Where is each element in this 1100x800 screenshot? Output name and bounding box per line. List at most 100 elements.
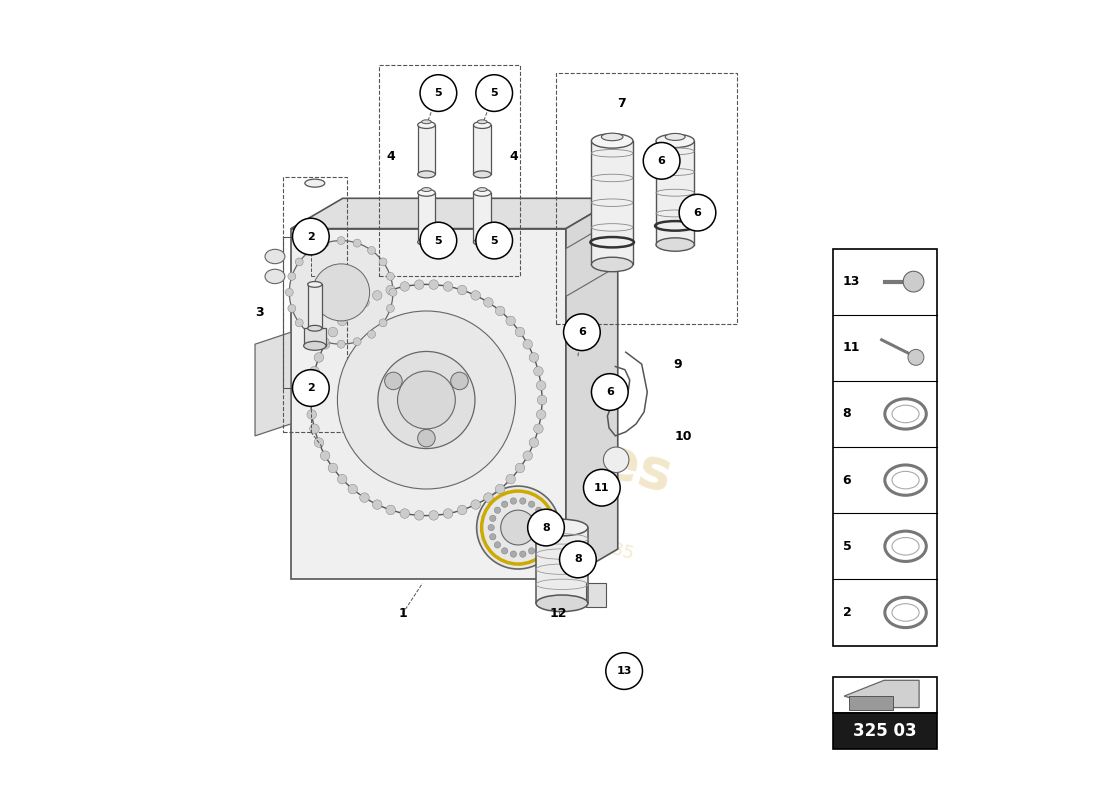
Ellipse shape: [418, 171, 436, 178]
Bar: [536, 527, 587, 603]
Bar: [304, 328, 326, 346]
Circle shape: [400, 282, 409, 291]
Circle shape: [373, 290, 382, 300]
Text: 13: 13: [843, 275, 860, 288]
Circle shape: [418, 430, 436, 447]
Polygon shape: [844, 680, 920, 707]
Circle shape: [337, 340, 345, 348]
Text: 10: 10: [674, 430, 692, 443]
Polygon shape: [565, 218, 618, 296]
Text: 2: 2: [307, 231, 315, 242]
Ellipse shape: [536, 519, 587, 536]
Circle shape: [312, 264, 370, 321]
Circle shape: [592, 374, 628, 410]
Circle shape: [537, 381, 546, 390]
Ellipse shape: [592, 258, 632, 272]
Circle shape: [522, 339, 532, 349]
Bar: [849, 696, 893, 710]
Circle shape: [386, 305, 395, 312]
Circle shape: [522, 451, 532, 461]
Circle shape: [534, 366, 543, 376]
Circle shape: [908, 350, 924, 366]
Circle shape: [400, 509, 409, 518]
Circle shape: [484, 493, 493, 502]
Ellipse shape: [304, 342, 326, 350]
Circle shape: [367, 246, 375, 254]
Circle shape: [536, 542, 542, 548]
Ellipse shape: [536, 595, 587, 611]
Text: 12: 12: [550, 607, 568, 620]
Bar: [833, 249, 937, 646]
Text: 13: 13: [616, 666, 631, 676]
Ellipse shape: [305, 179, 324, 187]
Polygon shape: [565, 198, 618, 579]
Bar: [592, 141, 632, 265]
Circle shape: [389, 288, 397, 296]
Circle shape: [386, 505, 396, 514]
Ellipse shape: [418, 238, 436, 246]
Circle shape: [321, 338, 329, 346]
Circle shape: [307, 330, 315, 338]
Circle shape: [471, 500, 481, 510]
Ellipse shape: [477, 188, 487, 191]
Circle shape: [328, 463, 338, 473]
Circle shape: [484, 298, 493, 307]
Circle shape: [495, 484, 505, 494]
Ellipse shape: [473, 190, 491, 196]
Text: 6: 6: [843, 474, 851, 486]
Ellipse shape: [421, 120, 431, 124]
Circle shape: [429, 280, 439, 290]
Circle shape: [338, 311, 516, 489]
Bar: [557, 73, 737, 324]
Circle shape: [295, 319, 304, 327]
Ellipse shape: [473, 238, 491, 246]
Circle shape: [490, 515, 496, 522]
Text: 6: 6: [606, 387, 614, 397]
Circle shape: [328, 327, 338, 337]
Circle shape: [502, 548, 508, 554]
Circle shape: [604, 447, 629, 473]
Circle shape: [644, 142, 680, 179]
Ellipse shape: [473, 171, 491, 178]
Circle shape: [515, 463, 525, 473]
Circle shape: [540, 515, 547, 522]
Circle shape: [529, 438, 539, 447]
Text: 2: 2: [843, 606, 851, 619]
Ellipse shape: [592, 134, 632, 148]
Circle shape: [385, 372, 403, 390]
Bar: [473, 125, 491, 174]
Circle shape: [536, 507, 542, 514]
Circle shape: [490, 534, 496, 540]
Circle shape: [285, 288, 294, 296]
Circle shape: [476, 222, 513, 259]
Bar: [418, 193, 436, 242]
Ellipse shape: [477, 120, 487, 124]
Circle shape: [494, 507, 501, 514]
Ellipse shape: [418, 122, 436, 129]
Circle shape: [500, 510, 536, 545]
Circle shape: [311, 285, 542, 515]
Circle shape: [458, 286, 466, 295]
Text: 4: 4: [509, 150, 518, 163]
Text: eurospares: eurospares: [326, 361, 679, 503]
Circle shape: [373, 500, 382, 510]
Bar: [290, 229, 565, 579]
Circle shape: [397, 371, 455, 429]
Text: 2: 2: [307, 383, 315, 393]
Circle shape: [367, 330, 375, 338]
Circle shape: [338, 474, 346, 484]
Circle shape: [293, 218, 329, 255]
Circle shape: [494, 542, 501, 548]
Circle shape: [542, 524, 548, 530]
Circle shape: [488, 524, 494, 530]
Text: 8: 8: [574, 554, 582, 565]
Bar: [586, 583, 606, 607]
Circle shape: [386, 286, 396, 295]
Circle shape: [458, 505, 466, 514]
Circle shape: [360, 298, 370, 307]
Bar: [473, 193, 491, 242]
Circle shape: [443, 282, 453, 291]
Text: 6: 6: [578, 327, 586, 338]
Circle shape: [679, 194, 716, 231]
Circle shape: [310, 366, 319, 376]
